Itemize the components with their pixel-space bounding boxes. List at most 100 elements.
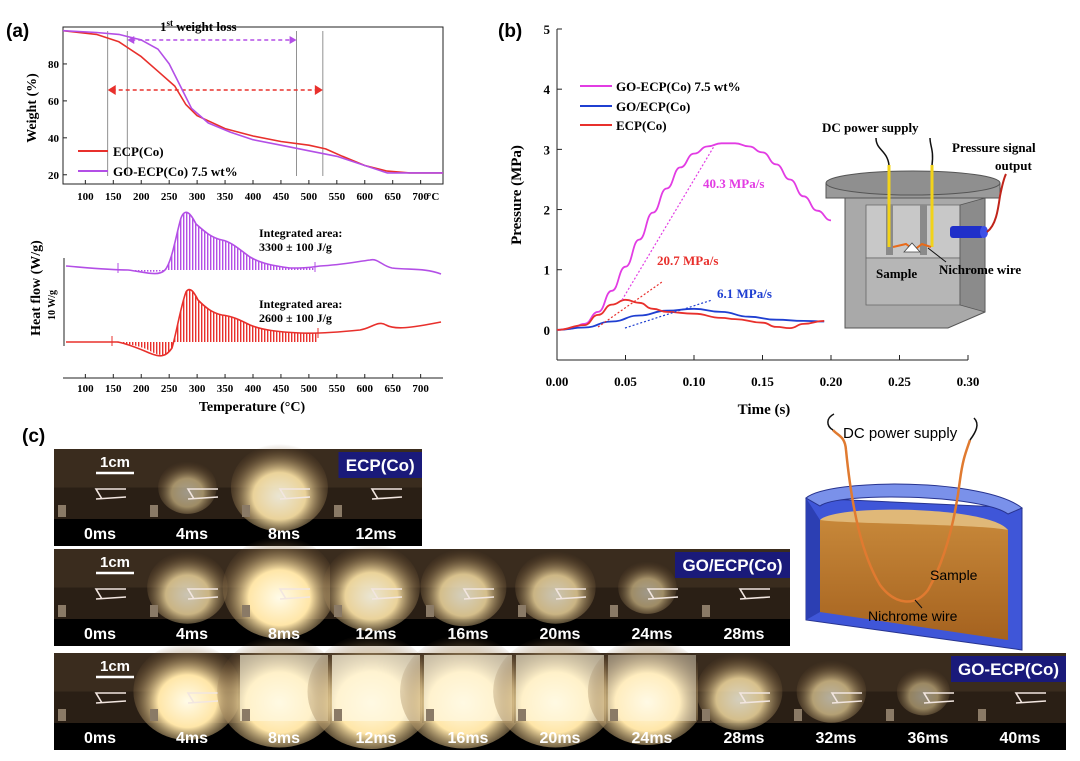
inset-pressure-label-2: output	[995, 158, 1033, 173]
pressure-ytick-label: 4	[544, 82, 551, 97]
flash-overexposure	[608, 655, 696, 721]
heat-flow-x-label: Temperature (°C)	[199, 400, 306, 415]
heat-flow-y-label: Heat flow (W/g)	[29, 240, 44, 336]
dsc-purple-fill	[118, 212, 315, 272]
pressure-legend-go-ecp: GO-ECP(Co) 7.5 wt%	[616, 79, 741, 94]
frame-table	[330, 487, 422, 519]
weight-loss-label: 1st weight loss	[160, 18, 237, 34]
cup-front-edge	[806, 498, 820, 620]
pressure-xtick-label: 0.25	[888, 374, 911, 389]
flash	[230, 443, 328, 532]
weight-xtick-label: 250	[161, 191, 178, 203]
heat-xtick-label: 550	[329, 383, 346, 395]
nichrome-wire-photo	[1014, 692, 1047, 704]
annot-red-line2: 2600 ± 100 J/g	[259, 311, 332, 325]
heat-xtick-label: 450	[273, 383, 290, 395]
dsc-red-fill	[112, 289, 318, 355]
frame-time-label: 40ms	[1000, 730, 1041, 747]
cup-dc-label: DC power supply	[843, 425, 958, 442]
weight-xtick-label: 650	[384, 191, 401, 203]
pressure-legend-ecp: ECP(Co)	[616, 118, 667, 133]
nichrome-wire-photo	[94, 692, 127, 704]
frame-table	[54, 587, 146, 619]
pressure-ytick-label: 5	[544, 22, 551, 37]
panel-a-label: (a)	[6, 21, 29, 42]
pressure-series-0	[556, 142, 832, 331]
cup-nichrome-wire	[832, 429, 972, 603]
frame-table	[54, 487, 146, 519]
nichrome-wire-photo	[370, 588, 403, 600]
pressure-series-1	[556, 307, 825, 331]
dsc-purple-curve	[65, 211, 442, 275]
weight-plot-frame	[62, 26, 444, 185]
dsc-red-curve	[65, 288, 442, 357]
pressure-y-label: Pressure (MPa)	[509, 145, 525, 245]
flash	[222, 536, 337, 639]
nichrome-wire-photo	[186, 588, 219, 600]
heat-xtick-label: 700	[412, 383, 429, 395]
scale-bar-label: 1cm	[100, 454, 130, 471]
frame-time-label: 20ms	[540, 730, 581, 747]
video-frame: 20ms	[493, 635, 618, 748]
inset-dc-label: DC power supply	[822, 120, 919, 135]
sample-badge	[675, 552, 790, 578]
frame-table	[698, 587, 790, 619]
pressure-x-label: Time (s)	[738, 402, 791, 418]
frame-table	[974, 691, 1066, 723]
frame-time-label: 0ms	[84, 730, 116, 747]
cup-power-lead-right	[969, 417, 978, 441]
vessel-post-right	[920, 205, 927, 255]
scale-bar-label: 1cm	[100, 658, 130, 675]
nichrome-wire-photo	[370, 488, 403, 500]
weight-plot: Weight (%) 20 40 60 80 100 150 200 250 300 350 40…	[25, 18, 444, 203]
frame-strip-0: 0ms 4ms 8ms 12ms 1cm ECP(Co)	[54, 443, 422, 546]
legend-ecp: ECP(Co)	[113, 144, 164, 159]
sample-holder	[150, 709, 158, 721]
rate-line-red	[597, 281, 663, 328]
frame-time-label: 0ms	[84, 626, 116, 643]
weight-xtick-label: 400	[245, 191, 262, 203]
flash	[133, 642, 242, 741]
flash	[515, 551, 596, 624]
sample-holder	[702, 709, 710, 721]
rate-magenta: 40.3 MPa/s	[703, 176, 764, 191]
nichrome-wire-photo	[554, 588, 587, 600]
pressure-vessel-inset: DC power supply Pressure signal output S…	[822, 120, 1036, 329]
weight-xtick-label: 500	[301, 191, 318, 203]
video-frame: 12ms	[322, 543, 422, 643]
cup-wire-pointer	[914, 599, 923, 609]
pressure-ytick-label: 0	[544, 323, 551, 338]
weight-xtick-label: 600	[357, 191, 374, 203]
pressure-xtick-label: 0.00	[546, 374, 569, 389]
sample-holder	[58, 709, 66, 721]
pressure-xtick-label: 0.30	[957, 374, 980, 389]
weight-xtick-label: 350	[217, 191, 234, 203]
rate-blue: 6.1 MPa/s	[717, 286, 772, 301]
nichrome-wire-photo	[278, 488, 311, 500]
video-frame: 0ms	[54, 549, 146, 643]
heat-xtick-label: 350	[217, 383, 234, 395]
annot-red-line1: Integrated area:	[259, 297, 342, 311]
nichrome-wire-photo	[186, 488, 219, 500]
sample-badge	[951, 656, 1066, 682]
weight-xtick-label: 100	[77, 191, 94, 203]
heat-xtick-label: 300	[189, 383, 206, 395]
flash	[147, 551, 228, 624]
red-weight-loss-arrowhead-left	[107, 85, 116, 95]
frame-time-label: 4ms	[176, 730, 208, 747]
frame-strip-2: 0ms 4ms 8ms 12ms 16ms 20ms 24ms 28ms 32ms 36ms 40m…	[54, 633, 1066, 750]
frame-time-label: 12ms	[356, 730, 397, 747]
video-frame: 4ms	[146, 449, 238, 543]
nichrome-wire-photo	[94, 588, 127, 600]
sample-holder	[242, 505, 250, 517]
weight-ytick-label: 20	[48, 170, 60, 182]
pressure-plot: 0 1 2 3 4 5 0.00 0.05 0.10 0.15 0.20 0.25 0.30 Pres…	[509, 22, 979, 418]
flash	[796, 660, 867, 723]
heat-xtick-label: 100	[77, 383, 94, 395]
heat-xtick-label: 400	[245, 383, 262, 395]
flash	[420, 548, 507, 627]
sample-holder	[518, 709, 526, 721]
heat-xtick-label: 500	[301, 383, 318, 395]
nichrome-wire-photo	[278, 588, 311, 600]
